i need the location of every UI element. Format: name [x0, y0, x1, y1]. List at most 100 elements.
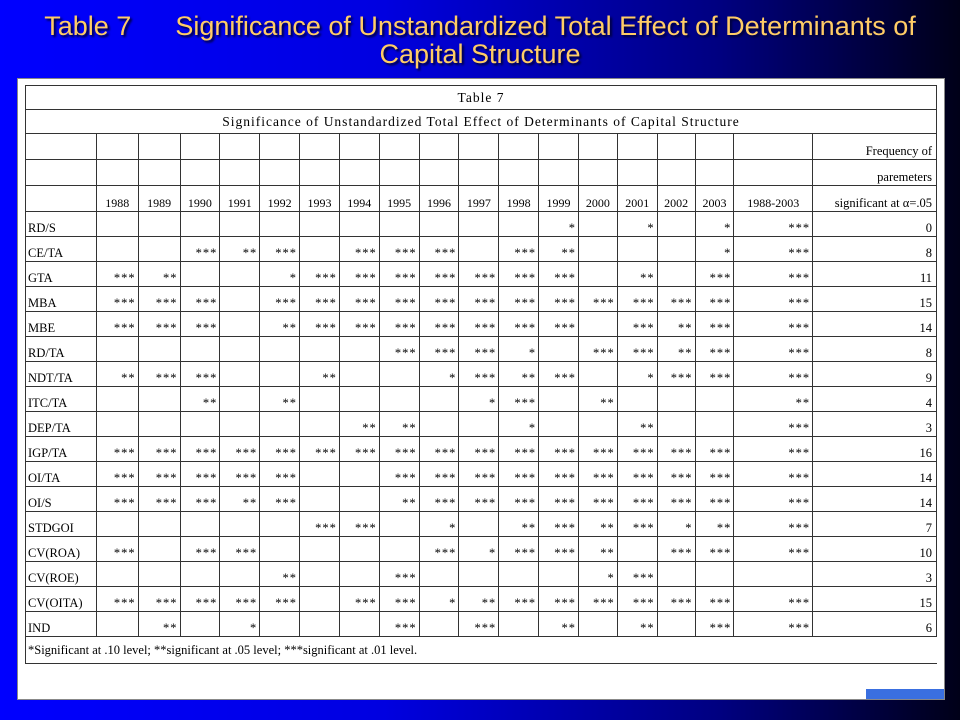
frequency-cell: 16	[812, 436, 937, 462]
frequency-cell: 9	[812, 361, 937, 387]
significance-cell: ***	[733, 411, 814, 437]
significance-cell	[338, 211, 380, 237]
significance-cell: ***	[378, 311, 420, 337]
significance-cell	[418, 211, 460, 237]
significance-cell	[259, 411, 301, 437]
significance-cell	[378, 211, 420, 237]
significance-cell: ***	[694, 586, 735, 612]
year-header: 1988	[95, 185, 139, 212]
significance-cell: **	[498, 361, 540, 387]
significance-cell: ***	[733, 336, 814, 362]
significance-cell	[338, 486, 380, 512]
row-label: RD/TA	[25, 336, 97, 362]
significance-cell: ***	[259, 436, 301, 462]
significance-cell	[299, 211, 340, 237]
significance-cell	[219, 511, 261, 537]
significance-cell	[259, 336, 301, 362]
year-header: 1989	[137, 185, 181, 212]
significance-cell	[577, 611, 618, 637]
significance-cell	[577, 236, 618, 262]
significance-cell: ***	[616, 561, 658, 587]
significance-cell: ***	[577, 436, 618, 462]
significance-cell: *	[694, 211, 735, 237]
significance-cell: ***	[498, 436, 540, 462]
significance-cell: ***	[338, 236, 380, 262]
significance-cell: ***	[733, 486, 814, 512]
significance-cell: **	[378, 486, 420, 512]
table-row: RD/S * * * *** 0	[25, 211, 937, 237]
significance-cell	[95, 386, 139, 412]
significance-cell: ***	[733, 611, 814, 637]
significance-cell: ***	[95, 461, 139, 487]
significance-cell: ***	[219, 586, 261, 612]
significance-cell: ***	[694, 611, 735, 637]
significance-cell: **	[219, 236, 261, 262]
significance-cell: **	[577, 511, 618, 537]
year-header: 1991	[219, 185, 261, 212]
significance-cell: ***	[418, 461, 460, 487]
significance-cell: ***	[458, 311, 500, 337]
significance-cell: ***	[378, 561, 420, 587]
significance-cell	[498, 211, 540, 237]
significance-cell	[299, 236, 340, 262]
frequency-cell: 14	[812, 311, 937, 337]
significance-cell: ***	[418, 486, 460, 512]
significance-cell: ***	[733, 536, 814, 562]
significance-cell: ***	[694, 336, 735, 362]
frequency-cell: 6	[812, 611, 937, 637]
significance-cell: *	[577, 561, 618, 587]
significance-cell: ***	[538, 461, 579, 487]
year-header: 1994	[338, 185, 380, 212]
significance-cell	[577, 261, 618, 287]
significance-cell: **	[137, 261, 181, 287]
significance-cell: ***	[498, 461, 540, 487]
year-header: 1995	[378, 185, 420, 212]
significance-cell	[137, 561, 181, 587]
row-label: CV(ROE)	[25, 561, 97, 587]
significance-cell: ***	[418, 236, 460, 262]
significance-cell	[259, 361, 301, 387]
significance-cell: ***	[498, 586, 540, 612]
table-caption: Table 7	[25, 85, 937, 110]
significance-cell	[656, 211, 696, 237]
significance-cell	[418, 386, 460, 412]
significance-cell	[656, 261, 696, 287]
significance-cell	[418, 611, 460, 637]
significance-cell: ***	[538, 261, 579, 287]
significance-cell: ***	[538, 361, 579, 387]
significance-cell	[538, 336, 579, 362]
significance-cell	[338, 386, 380, 412]
significance-cell: ***	[179, 486, 221, 512]
significance-cell: ***	[418, 336, 460, 362]
significance-cell: ***	[656, 461, 696, 487]
significance-cell: *	[418, 361, 460, 387]
significance-cell: ***	[733, 361, 814, 387]
significance-cell: ***	[733, 261, 814, 287]
significance-cell: ***	[95, 286, 139, 312]
significance-cell	[656, 561, 696, 587]
significance-cell: ***	[656, 536, 696, 562]
significance-cell: ***	[95, 536, 139, 562]
freq-header-2: paremeters	[812, 159, 937, 186]
significance-cell	[656, 611, 696, 637]
significance-cell: *	[458, 386, 500, 412]
year-header: 1998	[498, 185, 540, 212]
significance-cell	[338, 361, 380, 387]
significance-cell: ***	[498, 536, 540, 562]
significance-cell	[137, 386, 181, 412]
significance-cell: ***	[137, 586, 181, 612]
significance-cell	[498, 611, 540, 637]
significance-cell: ***	[616, 436, 658, 462]
significance-cell	[299, 611, 340, 637]
significance-cell	[498, 561, 540, 587]
row-label: CE/TA	[25, 236, 97, 262]
frequency-cell: 3	[812, 411, 937, 437]
table-row: RD/TA *** *** *** * *** *** ** *** *** 8	[25, 336, 937, 362]
table-row: STDGOI *** *** * ** *** ** *** * ** *** 7	[25, 511, 937, 537]
significance-cell: ***	[498, 236, 540, 262]
significance-cell	[694, 386, 735, 412]
table-subtitle: Significance of Unstandardized Total Eff…	[25, 109, 937, 134]
significance-cell: ***	[616, 286, 658, 312]
significance-cell: ***	[418, 436, 460, 462]
significance-cell: ***	[418, 536, 460, 562]
